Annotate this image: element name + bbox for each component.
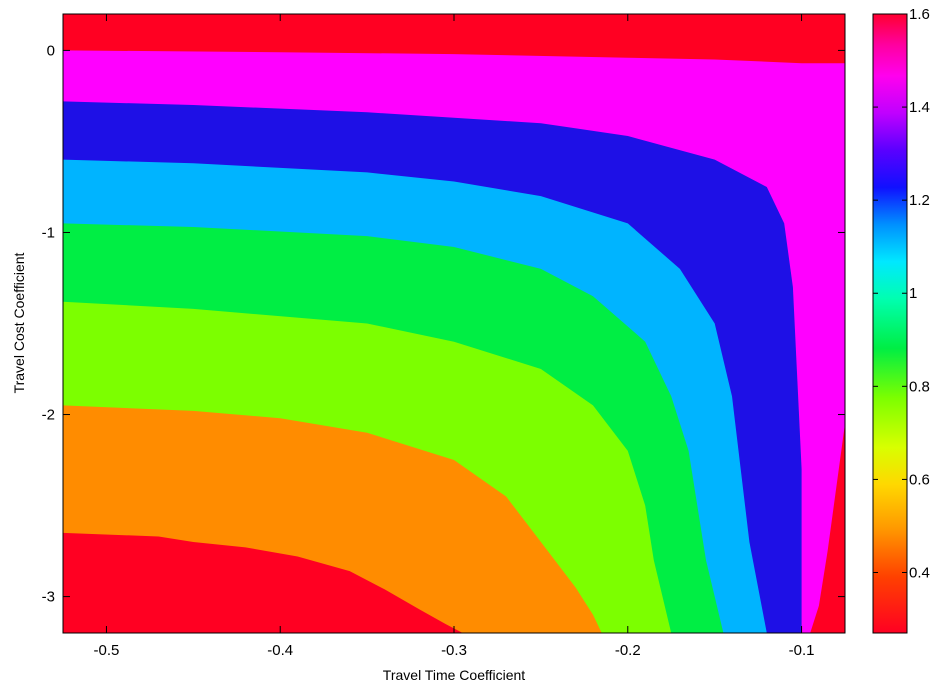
colorbar-tick-label: 1.4 [909, 99, 930, 116]
colorbar-tick-label: 0.8 [909, 378, 930, 395]
x-axis-label: Travel Time Coefficient [383, 667, 525, 683]
x-tick-label: -0.3 [441, 642, 467, 659]
colorbar-tick-label: 0.6 [909, 471, 930, 488]
y-axis-label: Travel Cost Coefficient [11, 252, 27, 393]
colorbar-tick-label: 1.6 [909, 6, 930, 23]
contour-band-red-bottom [63, 532, 463, 633]
x-axis-ticks: -0.5 -0.4 -0.3 -0.2 -0.1 [94, 14, 815, 659]
y-tick-label: 0 [47, 42, 55, 59]
colorbar-ticks: 0.4 0.6 0.8 1 1.2 1.4 1.6 [873, 6, 930, 581]
colorbar-tick-label: 1.2 [909, 192, 930, 209]
colorbar-fill [872, 13, 908, 634]
x-tick-label: -0.5 [94, 642, 120, 659]
colorbar-tick-label: 1 [909, 285, 917, 302]
x-tick-label: -0.4 [267, 642, 293, 659]
contour-band-red-right [810, 423, 845, 633]
x-tick-label: -0.1 [789, 642, 815, 659]
colorbar: 0.4 0.6 0.8 1 1.2 1.4 1.6 [872, 6, 930, 634]
x-tick-label: -0.2 [615, 642, 641, 659]
colorbar-tick-label: 0.4 [909, 564, 930, 581]
y-tick-label: -1 [42, 224, 55, 241]
y-tick-label: -2 [42, 407, 55, 424]
y-tick-label: -3 [42, 589, 55, 606]
y-axis-ticks: 0 -1 -2 -3 [42, 42, 845, 606]
contour-plot-area [63, 14, 845, 633]
